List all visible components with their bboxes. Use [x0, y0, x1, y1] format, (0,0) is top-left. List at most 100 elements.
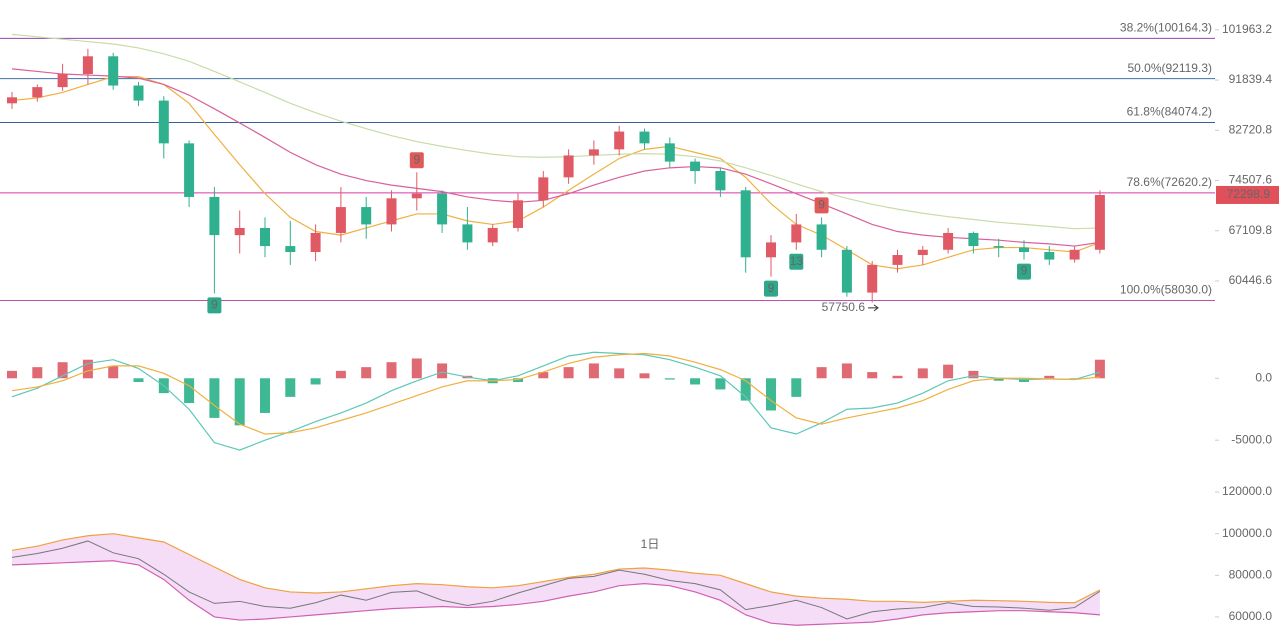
macd-bar [335, 370, 346, 379]
moving-average [11, 33, 1100, 230]
macd-bar [816, 367, 827, 379]
macd-bar [32, 367, 43, 379]
candle-body [158, 100, 169, 144]
macd-bar [386, 362, 397, 379]
macd-bar [588, 363, 599, 379]
last-price-label: 72298.9 [1227, 187, 1271, 201]
macd-bar [1094, 359, 1105, 379]
moving-average [11, 76, 1101, 270]
candle-body [108, 56, 119, 86]
macd-bar [968, 370, 979, 379]
candle-body [1094, 194, 1105, 250]
signal-label: 9 [211, 298, 218, 312]
candle-body [791, 224, 802, 243]
candle-body [462, 224, 473, 243]
low-label: 57750.6 [822, 300, 866, 314]
candle-body [816, 224, 827, 250]
macd-bar [892, 375, 903, 379]
candle-body [82, 56, 93, 75]
candle-body [563, 155, 574, 178]
y-tick-label: -5000.0 [1231, 432, 1272, 446]
macd-bar [260, 378, 270, 413]
macd-bar [664, 378, 675, 380]
signal-badge [409, 152, 424, 169]
y-tick-label: 91839.4 [1229, 72, 1273, 86]
macd-bar [1044, 375, 1055, 379]
candle-body [968, 232, 979, 247]
macd-bar [361, 367, 372, 379]
candle-body [437, 193, 448, 225]
signal-badge [789, 253, 804, 270]
candle-body [892, 255, 903, 265]
price-line [11, 540, 1101, 620]
candle-body [7, 97, 17, 104]
y-tick-label: 80000.0 [1229, 567, 1273, 581]
macd-bar [513, 378, 523, 382]
signal-badge [1017, 263, 1031, 280]
fib-label: 61.8%(84074.2) [1127, 105, 1212, 119]
candle-body [487, 227, 498, 243]
candle-body [310, 232, 321, 253]
candle-body [740, 190, 751, 258]
macd-bar [411, 358, 422, 379]
candle-body [715, 170, 726, 191]
y-tick-label: 101963.2 [1222, 22, 1272, 36]
signal-badge [764, 280, 778, 297]
macd-bar [184, 378, 195, 404]
candle-body [639, 131, 650, 144]
candle-body [690, 161, 701, 171]
candle-body [993, 246, 1004, 248]
macd-bar [917, 368, 928, 379]
macd-bar [867, 372, 878, 379]
y-tick-label: 0.0 [1255, 370, 1272, 384]
macd-line [11, 352, 1100, 435]
macd-bar [7, 370, 17, 379]
macd-bar [841, 363, 852, 379]
macd-bar [766, 378, 776, 411]
candle-body [766, 242, 776, 258]
macd-bar [437, 363, 448, 379]
candle-body [411, 193, 422, 199]
macd-bar [310, 378, 321, 385]
y-tick-label: 60446.6 [1229, 273, 1273, 287]
macd-bar [108, 365, 119, 379]
candle-body [335, 207, 346, 233]
macd-bar [715, 378, 726, 390]
macd-bar [285, 378, 296, 397]
macd-bar [82, 359, 93, 379]
macd-bar [563, 367, 574, 379]
fib-label: 100.0%(58030.0) [1120, 283, 1212, 297]
signal-badge [814, 197, 829, 214]
candle-body [867, 264, 878, 293]
macd-bar [133, 378, 144, 382]
low-arrow [868, 304, 879, 312]
y-tick-label: 120000.0 [1222, 484, 1272, 498]
candle-body [588, 149, 599, 156]
macd-bar [1019, 378, 1029, 382]
band-line [11, 533, 1101, 604]
candle-body [538, 177, 549, 201]
band-fill [12, 533, 1100, 626]
band-line [11, 560, 1100, 626]
y-tick-label: 100000.0 [1222, 526, 1272, 540]
signal-label: 9 [1021, 264, 1028, 278]
candle-body [209, 196, 220, 236]
macd-bar [639, 373, 650, 379]
panel-title: 1日 [641, 537, 660, 551]
macd-bar [209, 378, 220, 418]
candle-body [841, 249, 852, 293]
candle-body [943, 232, 954, 250]
signal-label: 13 [790, 254, 804, 268]
macd-bar [791, 378, 802, 397]
macd-bar [740, 378, 751, 401]
candle-body [234, 227, 245, 236]
fib-label: 38.2%(100164.3) [1120, 21, 1212, 35]
macd-line [11, 351, 1101, 451]
signal-label: 9 [413, 152, 420, 166]
y-tick-label: 82720.8 [1229, 122, 1273, 136]
candle-body [1069, 249, 1080, 260]
macd-bar [614, 368, 625, 379]
candle-body [285, 246, 296, 253]
y-tick-label: 74507.6 [1229, 173, 1273, 187]
signal-label: 9 [818, 198, 825, 212]
